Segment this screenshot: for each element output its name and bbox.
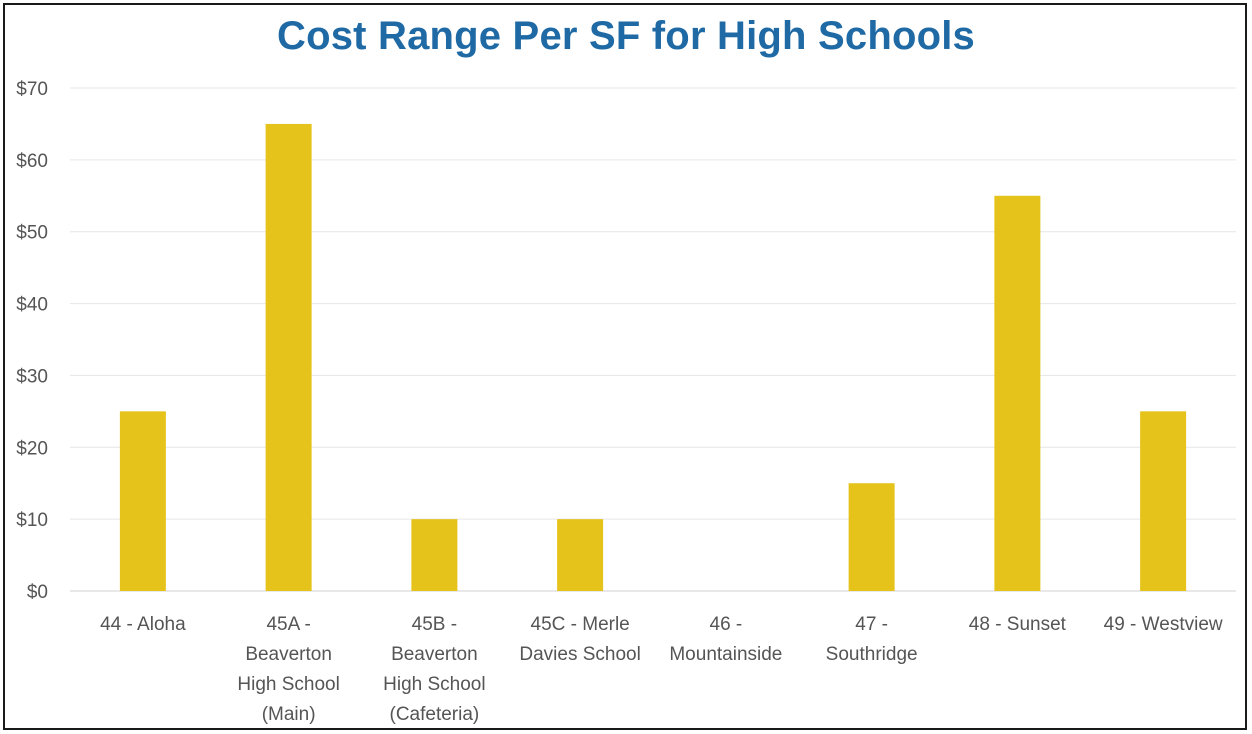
- x-category-label: 49 - Westview: [1104, 614, 1223, 635]
- x-category-label: 48 - Sunset: [969, 614, 1067, 635]
- x-axis-category-labels: 44 - Aloha 45A -Beaverton High School (Main…: [100, 614, 1223, 725]
- bar: [557, 519, 604, 591]
- x-category-label: 47 -Southridge: [826, 614, 918, 665]
- x-category-label: 46 -Mountainside: [669, 614, 782, 665]
- gridlines: [70, 87, 1236, 592]
- bar: [119, 411, 166, 591]
- y-tick-label: $0: [27, 582, 48, 603]
- y-tick-label: $70: [16, 79, 48, 100]
- y-axis-tick-labels: $0 $10 $20 $30 $40 $50 $60 $70: [16, 79, 48, 603]
- y-tick-label: $40: [16, 295, 48, 316]
- y-tick-label: $50: [16, 223, 48, 244]
- x-category-label: 45A -Beaverton High School (Main): [237, 614, 339, 725]
- x-category-label: 44 - Aloha: [100, 614, 186, 635]
- chart-title: Cost Range Per SF for High Schools: [277, 14, 975, 58]
- bar: [848, 483, 895, 591]
- y-tick-label: $20: [16, 438, 48, 459]
- y-tick-label: $10: [16, 510, 48, 531]
- bars: [119, 123, 1187, 592]
- x-category-label: 45B -Beaverton High School (Cafeteria): [383, 614, 485, 725]
- x-category-label: 45C - Merle Davies School: [519, 614, 640, 665]
- bar: [1140, 411, 1187, 591]
- bar: [994, 195, 1041, 592]
- y-tick-label: $30: [16, 366, 48, 387]
- y-tick-label: $60: [16, 151, 48, 172]
- bar: [265, 123, 312, 591]
- bar: [411, 519, 458, 591]
